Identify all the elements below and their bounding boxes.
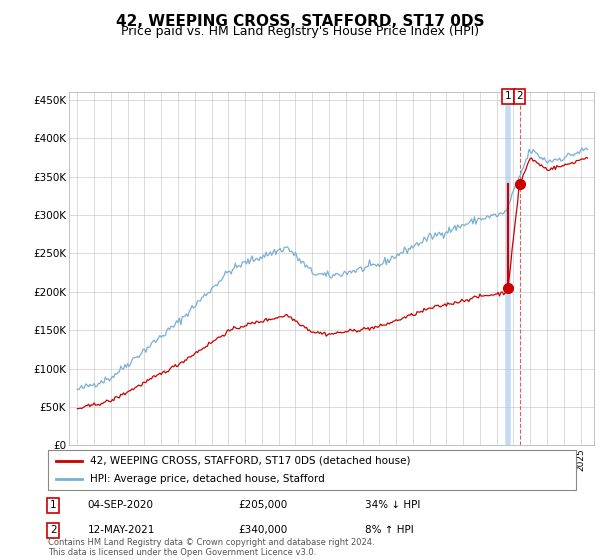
Text: £205,000: £205,000 (238, 500, 287, 510)
Text: 04-SEP-2020: 04-SEP-2020 (88, 500, 154, 510)
Text: HPI: Average price, detached house, Stafford: HPI: Average price, detached house, Staf… (90, 474, 325, 484)
Text: 2: 2 (50, 525, 56, 535)
FancyBboxPatch shape (48, 450, 576, 490)
Text: Price paid vs. HM Land Registry's House Price Index (HPI): Price paid vs. HM Land Registry's House … (121, 25, 479, 38)
Text: Contains HM Land Registry data © Crown copyright and database right 2024.
This d: Contains HM Land Registry data © Crown c… (48, 538, 374, 557)
Text: 34% ↓ HPI: 34% ↓ HPI (365, 500, 420, 510)
Text: £340,000: £340,000 (238, 525, 287, 535)
Text: 8% ↑ HPI: 8% ↑ HPI (365, 525, 413, 535)
Text: 42, WEEPING CROSS, STAFFORD, ST17 0DS (detached house): 42, WEEPING CROSS, STAFFORD, ST17 0DS (d… (90, 456, 411, 465)
Text: 42, WEEPING CROSS, STAFFORD, ST17 0DS: 42, WEEPING CROSS, STAFFORD, ST17 0DS (116, 14, 484, 29)
Text: 2: 2 (516, 91, 523, 101)
Text: 1: 1 (50, 500, 56, 510)
Text: 12-MAY-2021: 12-MAY-2021 (88, 525, 155, 535)
Text: 1: 1 (505, 91, 511, 101)
